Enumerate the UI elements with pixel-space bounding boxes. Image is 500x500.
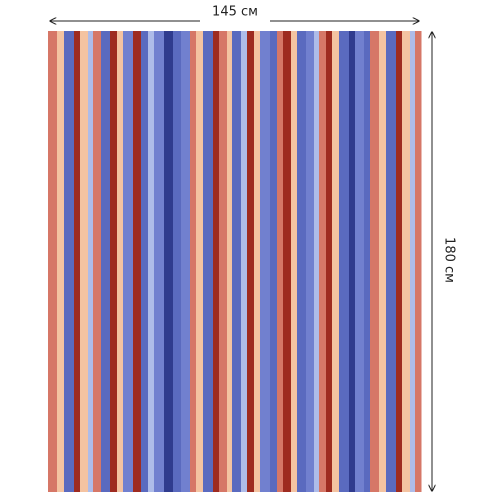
stripe (64, 31, 75, 492)
stripe (314, 31, 320, 492)
stripe (402, 31, 411, 492)
stripe (219, 31, 228, 492)
stripe (227, 31, 233, 492)
stripe (110, 31, 118, 492)
stripe (173, 31, 182, 492)
stripe (349, 31, 356, 492)
stripe (80, 31, 89, 492)
stripe (410, 31, 416, 492)
stripe (247, 31, 255, 492)
stripe (277, 31, 284, 492)
stripe (332, 31, 340, 492)
stripe (213, 31, 220, 492)
stripe (117, 31, 124, 492)
stripe (232, 31, 242, 492)
stripe (270, 31, 278, 492)
stripe (355, 31, 365, 492)
stripe (196, 31, 204, 492)
stripe (148, 31, 155, 492)
stripe (48, 31, 58, 492)
stripe (190, 31, 197, 492)
stripe (364, 31, 371, 492)
stripe (291, 31, 298, 492)
stripe (164, 31, 174, 492)
stripe (415, 31, 422, 492)
stripe (396, 31, 403, 492)
stripe (260, 31, 271, 492)
stripe (141, 31, 149, 492)
label-bg (200, 4, 270, 22)
stripe (254, 31, 261, 492)
stripe (241, 31, 248, 492)
stripe (88, 31, 94, 492)
stripe (74, 31, 81, 492)
stripe (181, 31, 191, 492)
height-label: 180 см (442, 237, 457, 283)
stripe (133, 31, 142, 492)
stripe (101, 31, 111, 492)
stripe (203, 31, 214, 492)
label-bg (440, 225, 458, 295)
stripe (283, 31, 292, 492)
stripe (93, 31, 102, 492)
stripe (379, 31, 387, 492)
width-label: 145 см (212, 5, 258, 20)
stripe (123, 31, 134, 492)
stripe (326, 31, 333, 492)
stripe (297, 31, 307, 492)
stripe (306, 31, 315, 492)
stripe (154, 31, 165, 492)
stripe (339, 31, 350, 492)
stripe (57, 31, 65, 492)
fabric (48, 31, 422, 492)
stripe (386, 31, 397, 492)
stripe (319, 31, 327, 492)
stripe (370, 31, 380, 492)
